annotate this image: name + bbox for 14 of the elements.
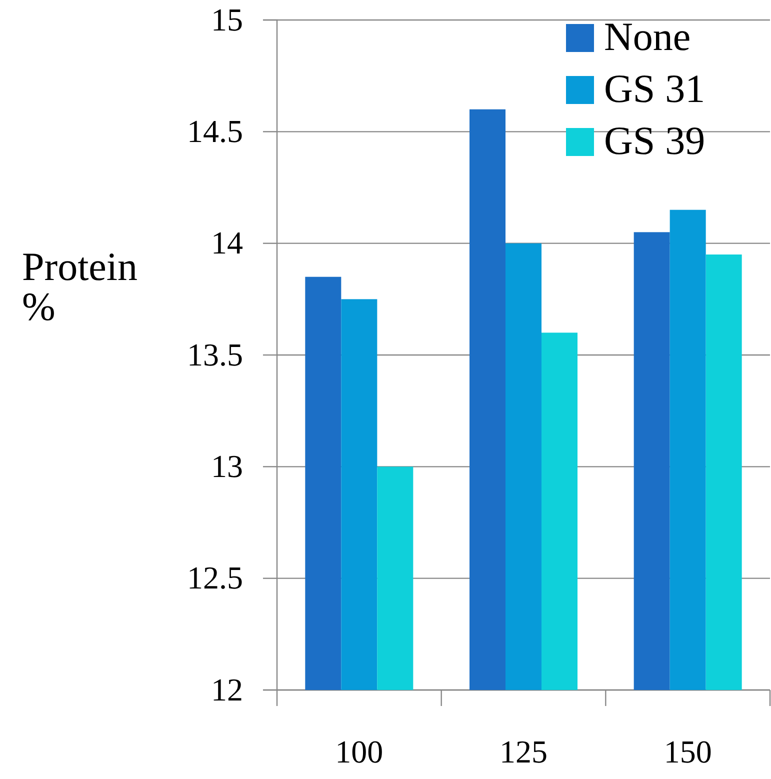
legend-label: GS 31 — [604, 66, 706, 111]
y-tick-label: 12 — [211, 671, 243, 708]
y-tick-label: 15 — [211, 1, 243, 38]
y-axis-title: Protein % — [22, 244, 138, 329]
x-tick-label: 100 — [335, 734, 384, 770]
y-tick-label: 14 — [211, 224, 243, 261]
y-tick-label: 14.5 — [187, 112, 243, 149]
legend-label: None — [604, 14, 691, 59]
legend-label: GS 39 — [604, 118, 706, 163]
y-tick-label: 13.5 — [187, 336, 243, 372]
y-tick-label: 13 — [211, 448, 243, 484]
y-tick-label: 12.5 — [187, 560, 243, 596]
x-tick-label: 125 — [500, 734, 548, 770]
x-tick-label: 150 — [664, 734, 712, 770]
